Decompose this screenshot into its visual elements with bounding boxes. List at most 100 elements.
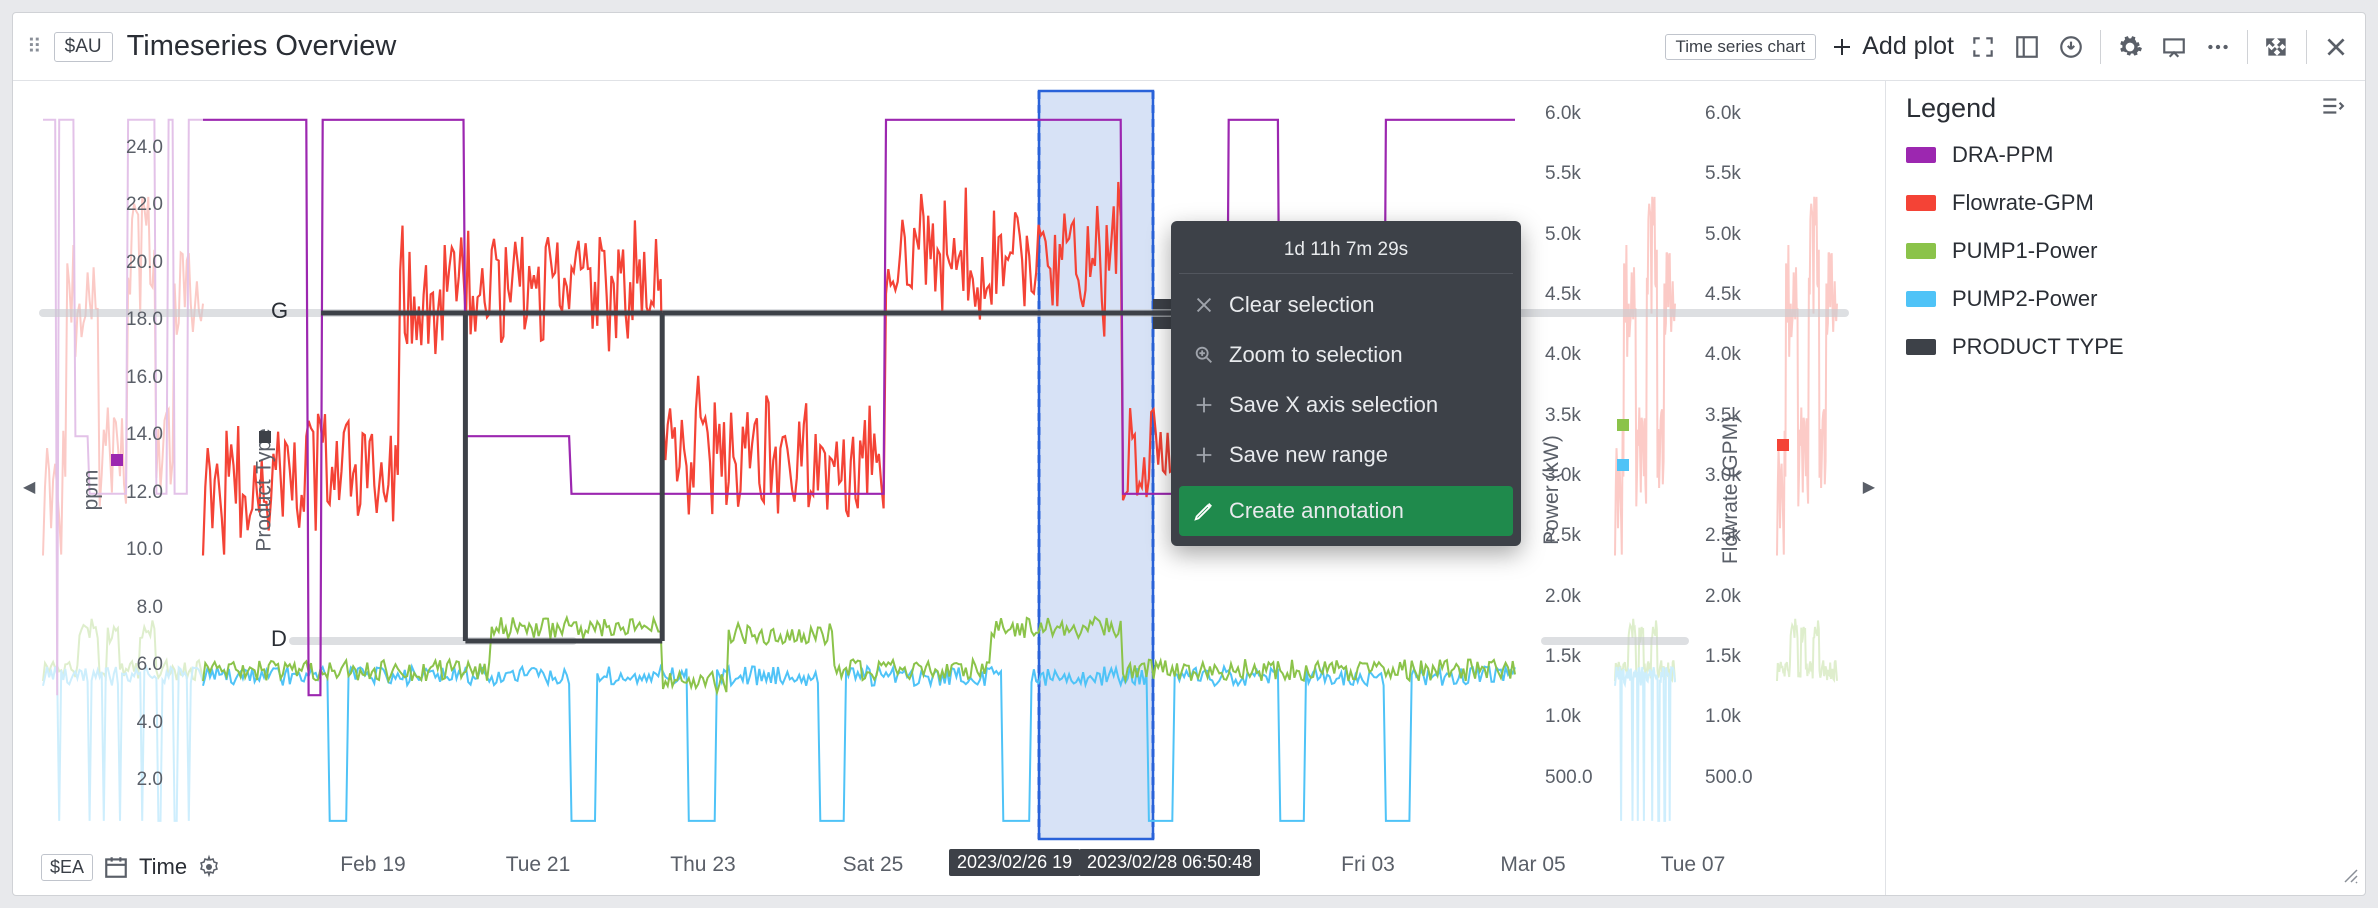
add-plot-label: Add plot bbox=[1862, 32, 1954, 61]
toolbar-divider bbox=[2247, 30, 2248, 64]
variable-chip-au[interactable]: $AU bbox=[54, 32, 113, 62]
menu-item-label: Clear selection bbox=[1229, 292, 1375, 318]
right-tick-label: 6.0k bbox=[1545, 103, 1615, 125]
drag-handle-icon[interactable]: ⠿ bbox=[27, 34, 40, 59]
x-tick-label: Thu 23 bbox=[670, 853, 735, 877]
pencil-icon bbox=[1193, 500, 1215, 522]
axis-series-marker bbox=[259, 431, 271, 443]
x-tick-label: Mar 05 bbox=[1500, 853, 1565, 877]
legend-swatch bbox=[1906, 339, 1936, 355]
panel-header: ⠿ $AU Timeseries Overview Time series ch… bbox=[13, 13, 2365, 81]
calendar-icon[interactable] bbox=[103, 854, 129, 880]
x-tick-label: Tue 07 bbox=[1661, 853, 1726, 877]
plus-icon bbox=[1830, 35, 1854, 59]
y2-axis-label: Product Type bbox=[253, 428, 277, 551]
y1-axis-label: ppm bbox=[79, 470, 103, 511]
resize-handle-icon[interactable] bbox=[2343, 868, 2359, 889]
y1-tick-label: 16.0 bbox=[103, 367, 163, 389]
variable-chip-ea[interactable]: $EA bbox=[41, 854, 93, 881]
menu-item[interactable]: Save X axis selection bbox=[1179, 380, 1513, 430]
y1-tick-label: 12.0 bbox=[103, 482, 163, 504]
panel-footer: $EA Time bbox=[27, 845, 235, 889]
y1-tick-label: 10.0 bbox=[103, 539, 163, 561]
right-tick-label: 1.0k bbox=[1545, 706, 1615, 728]
x-tick-label: Tue 21 bbox=[506, 853, 571, 877]
menu-item[interactable]: Save new range bbox=[1179, 430, 1513, 480]
menu-item[interactable]: Clear selection bbox=[1179, 280, 1513, 330]
right-tick-label: 4.0k bbox=[1705, 344, 1775, 366]
right-tick-label: 5.5k bbox=[1545, 163, 1615, 185]
x-tick-label: Fri 03 bbox=[1341, 853, 1395, 877]
right-tick-label: 3.5k bbox=[1545, 405, 1615, 427]
axis-series-marker bbox=[111, 454, 123, 466]
toolbar-divider bbox=[2100, 30, 2101, 64]
menu-item-label: Create annotation bbox=[1229, 498, 1404, 524]
legend-item[interactable]: DRA-PPM bbox=[1906, 142, 2345, 168]
legend-panel: Legend DRA-PPM Flowrate-GPM PUMP1-Power … bbox=[1885, 81, 2365, 895]
right-tick-label: 500.0 bbox=[1545, 767, 1615, 789]
create-annotation-button[interactable]: Create annotation bbox=[1179, 486, 1513, 536]
menu-item[interactable]: Zoom to selection bbox=[1179, 330, 1513, 380]
axis-series-marker bbox=[1617, 419, 1629, 431]
add-plot-button[interactable]: Add plot bbox=[1830, 32, 1954, 61]
right-tick-label: 6.0k bbox=[1705, 103, 1775, 125]
legend-item-label: PRODUCT TYPE bbox=[1952, 334, 2124, 360]
legend-item[interactable]: PRODUCT TYPE bbox=[1906, 334, 2345, 360]
plus-icon bbox=[1193, 444, 1215, 466]
legend-item-label: DRA-PPM bbox=[1952, 142, 2053, 168]
timeseries-panel: ⠿ $AU Timeseries Overview Time series ch… bbox=[12, 12, 2366, 896]
right-tick-label: 2.0k bbox=[1545, 586, 1615, 608]
legend-collapse-icon[interactable] bbox=[2319, 93, 2345, 124]
zoom-icon bbox=[1193, 344, 1215, 366]
right-tick-label: 1.5k bbox=[1545, 646, 1615, 668]
right-tick-label: 5.0k bbox=[1705, 224, 1775, 246]
toolbar-divider bbox=[2306, 30, 2307, 64]
right-axis-label: Flowrate (GPM) bbox=[1719, 416, 1743, 564]
right-tick-label: 1.5k bbox=[1705, 646, 1775, 668]
gear-icon[interactable] bbox=[2115, 32, 2145, 62]
page-title: Timeseries Overview bbox=[127, 30, 397, 63]
legend-item[interactable]: PUMP1-Power bbox=[1906, 238, 2345, 264]
gear-icon[interactable] bbox=[197, 855, 221, 879]
y1-tick-label: 20.0 bbox=[103, 252, 163, 274]
more-icon[interactable] bbox=[2203, 32, 2233, 62]
right-axis-label: Power (kW) bbox=[1540, 435, 1564, 545]
legend-swatch bbox=[1906, 243, 1936, 259]
selection-end-timestamp: 2023/02/28 06:50:48 bbox=[1079, 849, 1260, 876]
focus-icon[interactable] bbox=[1968, 32, 1998, 62]
menu-item-label: Save X axis selection bbox=[1229, 392, 1438, 418]
present-icon[interactable] bbox=[2159, 32, 2189, 62]
right-tick-label: 2.0k bbox=[1705, 586, 1775, 608]
right-tick-label: 4.5k bbox=[1705, 284, 1775, 306]
product-type-tick: G bbox=[271, 298, 288, 324]
axis-series-marker bbox=[1777, 439, 1789, 451]
selection-context-menu: 1d 11h 7m 29s Clear selection Zoom to se… bbox=[1171, 221, 1521, 546]
chart-area[interactable]: ◀ ▶ 2.04.06.08.010.012.014.016.018.020.0… bbox=[13, 81, 1885, 895]
legend-item[interactable]: Flowrate-GPM bbox=[1906, 190, 2345, 216]
y1-tick-label: 18.0 bbox=[103, 309, 163, 331]
right-tick-label: 5.0k bbox=[1545, 224, 1615, 246]
menu-item-label: Zoom to selection bbox=[1229, 342, 1403, 368]
legend-item[interactable]: PUMP2-Power bbox=[1906, 286, 2345, 312]
selection-duration: 1d 11h 7m 29s bbox=[1179, 229, 1513, 274]
y1-tick-label: 24.0 bbox=[103, 137, 163, 159]
legend-item-label: Flowrate-GPM bbox=[1952, 190, 2094, 216]
x-tick-label: Feb 19 bbox=[340, 853, 405, 877]
download-icon[interactable] bbox=[2056, 32, 2086, 62]
product-type-tick: D bbox=[271, 626, 287, 652]
panel-split-icon[interactable] bbox=[2012, 32, 2042, 62]
y1-tick-label: 6.0 bbox=[103, 654, 163, 676]
axis-series-marker bbox=[1617, 459, 1629, 471]
x-icon bbox=[1193, 294, 1215, 316]
legend-swatch bbox=[1906, 291, 1936, 307]
expand-icon[interactable] bbox=[2262, 32, 2292, 62]
right-tick-label: 5.5k bbox=[1705, 163, 1775, 185]
right-tick-label: 500.0 bbox=[1705, 767, 1775, 789]
y1-tick-label: 2.0 bbox=[103, 769, 163, 791]
right-tick-label: 4.0k bbox=[1545, 344, 1615, 366]
selection-start-timestamp: 2023/02/26 19 bbox=[949, 849, 1080, 876]
close-icon[interactable] bbox=[2321, 32, 2351, 62]
right-tick-label: 1.0k bbox=[1705, 706, 1775, 728]
menu-item-label: Save new range bbox=[1229, 442, 1388, 468]
chart-type-chip[interactable]: Time series chart bbox=[1665, 34, 1817, 60]
